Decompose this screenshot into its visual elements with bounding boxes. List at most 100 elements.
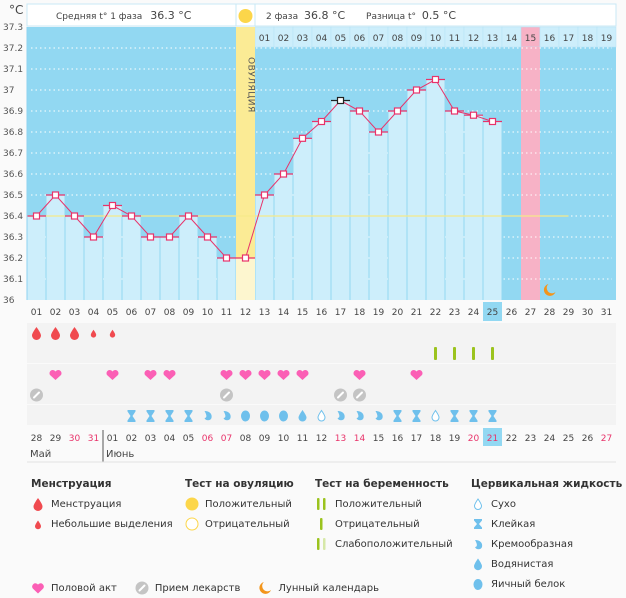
phase1-label: Средняя t° 1 фаза bbox=[56, 12, 143, 22]
temperature-bar bbox=[46, 195, 65, 300]
blood-drop-icon bbox=[70, 327, 79, 340]
pregnancy-negative-icon bbox=[320, 518, 323, 530]
temperature-bar bbox=[65, 216, 84, 300]
luteal-day-label: 06 bbox=[354, 34, 366, 44]
luteal-day-label: 08 bbox=[392, 34, 404, 44]
legend-label: Водянистая bbox=[491, 558, 554, 570]
fluid-creamy-icon bbox=[356, 411, 364, 421]
heart-icon bbox=[220, 369, 233, 380]
track-row bbox=[27, 384, 616, 404]
fluid-creamy-icon bbox=[223, 411, 231, 421]
temperature-bar bbox=[255, 195, 274, 300]
fluid-creamy-icon bbox=[475, 540, 483, 550]
cycle-day-label: 23 bbox=[449, 308, 460, 318]
legend-title: Цервикальная жидкость bbox=[471, 478, 623, 490]
today-date-highlight bbox=[483, 428, 502, 446]
pregnancy-test-icon bbox=[472, 347, 475, 360]
cycle-day-label: 18 bbox=[354, 308, 366, 318]
calendar-date-label: 01 bbox=[107, 434, 118, 444]
temperature-point bbox=[393, 107, 402, 115]
luteal-day-label: 19 bbox=[601, 34, 613, 44]
pregnancy-test-icon bbox=[491, 347, 494, 360]
fluid-sticky-icon bbox=[146, 410, 155, 422]
temperature-bar bbox=[407, 90, 426, 300]
ovulation-positive-icon bbox=[185, 497, 199, 511]
calendar-date-label: 25 bbox=[563, 434, 574, 444]
heart-icon bbox=[144, 369, 157, 380]
cycle-day-label: 10 bbox=[202, 308, 214, 318]
y-tick-label: 36.2 bbox=[3, 254, 23, 264]
cycle-day-label: 19 bbox=[373, 308, 385, 318]
calendar-date-label: 16 bbox=[392, 434, 404, 444]
cycle-day-label: 09 bbox=[183, 308, 195, 318]
temperature-bar bbox=[84, 237, 103, 300]
fluid-dry-icon bbox=[431, 409, 440, 422]
calendar-date-label: 07 bbox=[221, 434, 232, 444]
pregnancy-faint-icon bbox=[317, 538, 326, 550]
month-label: Май bbox=[30, 449, 51, 460]
temperature-point bbox=[374, 128, 383, 136]
y-tick-label: 37.3 bbox=[3, 23, 23, 33]
calendar-date-label: 04 bbox=[164, 434, 176, 444]
cycle-day-label: 24 bbox=[468, 308, 480, 318]
phase1-value: 36.3 °C bbox=[150, 9, 192, 22]
temperature-point bbox=[32, 212, 41, 220]
y-tick-label: 36.7 bbox=[3, 149, 23, 159]
temperature-bar bbox=[141, 237, 160, 300]
blood-drop-icon bbox=[32, 327, 41, 340]
legend-pregnancy-test: Тест на беременность Положительный Отриц… bbox=[315, 478, 453, 554]
cycle-day-label: 07 bbox=[145, 308, 156, 318]
phase2-label: 2 фаза bbox=[266, 12, 299, 22]
cycle-day-label: 27 bbox=[525, 308, 536, 318]
temperature-bar bbox=[217, 258, 236, 300]
temperature-bar bbox=[331, 100, 350, 300]
cycle-day-label: 20 bbox=[392, 308, 404, 318]
fluid-creamy-icon bbox=[375, 411, 383, 421]
temperature-bar bbox=[103, 205, 122, 300]
legend-item: Положительный bbox=[185, 494, 294, 514]
luteal-day-label: 17 bbox=[563, 34, 574, 44]
temperature-bar bbox=[426, 79, 445, 300]
cycle-day-label: 30 bbox=[582, 308, 594, 318]
calendar-date-label: 19 bbox=[449, 434, 461, 444]
legend-item: Клейкая bbox=[471, 514, 622, 534]
moon-icon bbox=[543, 284, 556, 296]
phase2-summary: 2 фаза 36.8 °C Разница t° 0.5 °C bbox=[266, 9, 456, 22]
temperature-point bbox=[203, 233, 212, 241]
legend-label: Лунный календарь bbox=[278, 582, 379, 594]
temperature-bar bbox=[350, 111, 369, 300]
legend-ovulation-test: Тест на овуляцию Положительный Отрицател… bbox=[185, 478, 294, 534]
heart-icon bbox=[32, 583, 44, 594]
temperature-point bbox=[260, 191, 269, 199]
fluid-sticky-icon bbox=[393, 410, 402, 422]
bbt-chart: 01 02 03 04 05 06 07 08 09 10 11 12 13 14 15 16 17 18 19 36… bbox=[3, 3, 617, 463]
calendar-date-label: 05 bbox=[183, 434, 194, 444]
temperature-point bbox=[412, 86, 421, 94]
legend-label: Слабоположительный bbox=[335, 538, 453, 550]
fluid-sticky-icon bbox=[184, 410, 193, 422]
legend-item: Менструация bbox=[31, 494, 173, 514]
temperature-point bbox=[184, 212, 193, 220]
heart-icon bbox=[239, 369, 252, 380]
legend-item: Отрицательный bbox=[315, 514, 453, 534]
legend-title: Тест на беременность bbox=[315, 478, 449, 490]
luteal-day-label: 03 bbox=[297, 34, 308, 44]
cycle-day-label: 12 bbox=[240, 308, 251, 318]
y-tick-label: 36.1 bbox=[3, 275, 23, 285]
current-day-highlight bbox=[483, 302, 502, 321]
y-tick-label: 37 bbox=[3, 86, 14, 96]
ovulation-column bbox=[236, 27, 255, 300]
luteal-day-label: 09 bbox=[411, 34, 423, 44]
small-drop-icon bbox=[109, 329, 116, 338]
cycle-day-label: 04 bbox=[88, 308, 100, 318]
legend-label: Положительный bbox=[335, 498, 422, 510]
fluid-dry-icon bbox=[473, 498, 483, 510]
temperature-point bbox=[108, 201, 117, 210]
calendar-date-label: 06 bbox=[202, 434, 214, 444]
track-row bbox=[27, 323, 616, 343]
pill-stripe bbox=[33, 391, 40, 399]
pill-stripe bbox=[356, 391, 363, 399]
legend-label: Клейкая bbox=[491, 518, 536, 530]
pregnancy-test-icon bbox=[453, 347, 456, 360]
fluid-sticky-icon bbox=[469, 410, 478, 422]
